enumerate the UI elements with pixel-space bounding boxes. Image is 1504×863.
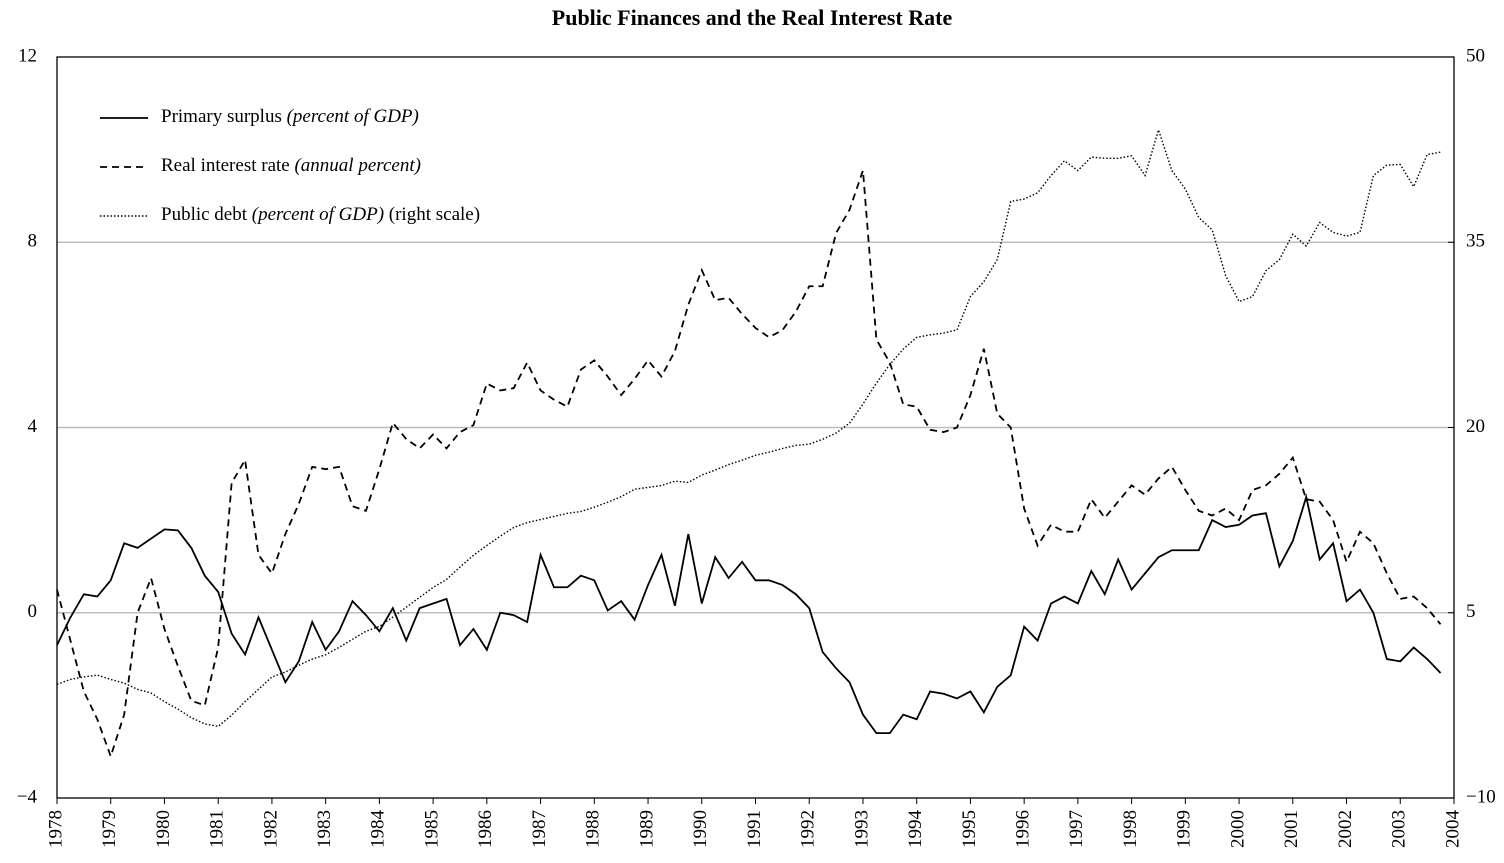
x-tick-label: 1991 [744,810,765,848]
x-tick-label: 1978 [45,810,66,848]
x-tick-label: 1979 [99,810,120,848]
x-tick-label: 2001 [1281,810,1302,848]
series-line [56,127,1441,728]
series-line [56,170,1442,760]
y2-tick-label: 20 [1466,416,1485,437]
x-tick-label: 1980 [153,810,174,848]
x-tick-label: 1990 [690,810,711,848]
legend-label: Primary surplus (percent of GDP) [161,106,419,127]
y2-tick-label: 50 [1466,45,1485,66]
legend-label: Real interest rate (annual percent) [161,155,421,176]
x-tick-label: 1994 [905,810,926,849]
x-tick-label: 1992 [798,810,819,848]
plot-frame [56,56,1455,799]
y2-tick-label: 35 [1466,231,1485,252]
x-tick-label: 1996 [1013,810,1034,848]
x-tick-label: 2002 [1335,810,1356,848]
x-tick-label: 1988 [583,810,604,848]
y2-tick-label: 5 [1466,601,1476,622]
x-tick-label: 1989 [636,810,657,848]
y2-tick-label: −10 [1466,786,1496,807]
x-tick-label: 1983 [314,810,335,848]
y-tick-label: 8 [28,231,38,252]
x-tick-label: 1985 [421,810,442,848]
series-line [56,493,1442,735]
y-tick-label: 12 [18,45,37,66]
x-tick-label: 1993 [851,810,872,848]
x-tick-label: 1986 [475,810,496,848]
x-tick-label: 1995 [959,810,980,848]
x-tick-label: 1997 [1066,810,1087,848]
y-tick-label: 4 [28,416,38,437]
x-tick-label: 1998 [1120,810,1141,848]
x-tick-label: 1984 [368,810,389,849]
x-tick-label: 2004 [1442,810,1463,849]
y-tick-label: −4 [17,786,38,807]
x-tick-label: 1999 [1174,810,1195,848]
x-tick-label: 2003 [1389,810,1410,848]
x-tick-label: 2000 [1227,810,1248,848]
x-tick-label: 1982 [260,810,281,848]
x-tick-label: 1987 [529,810,550,848]
x-tick-label: 1981 [207,810,228,848]
legend-label: Public debt (percent of GDP) (right scal… [161,204,480,225]
chart-title: Public Finances and the Real Interest Ra… [552,5,953,30]
y-tick-label: 0 [28,601,38,622]
